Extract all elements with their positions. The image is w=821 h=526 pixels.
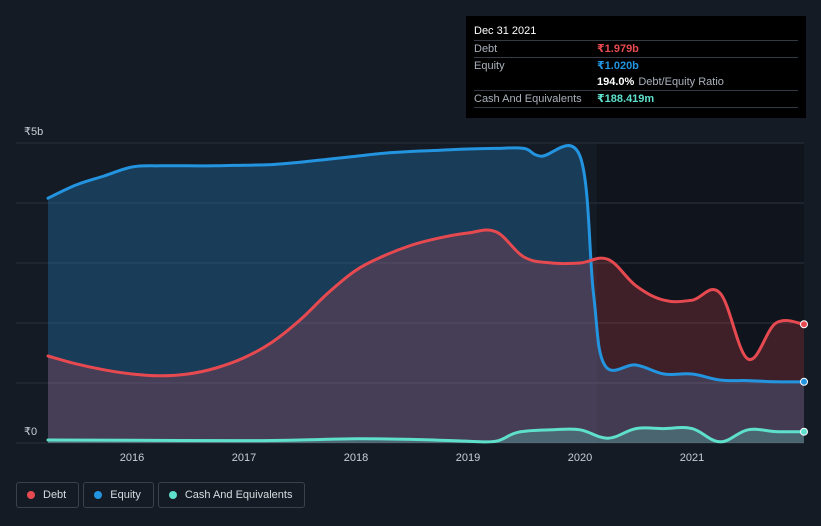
tooltip-label: Equity [474, 60, 505, 72]
x-tick-label: 2017 [232, 452, 256, 464]
tooltip-value: ₹1.020b [597, 60, 639, 72]
legend-dot-icon [168, 491, 177, 499]
series-area-cash-and-equivalents [48, 427, 804, 443]
tooltip-value: ₹1.979b [597, 43, 639, 55]
data-tooltip: Dec 31 2021 Debt ₹1.979b Equity ₹1.020b … [466, 16, 806, 118]
x-tick-label: 2019 [456, 452, 480, 464]
series-line-cash-and-equivalents [46, 426, 806, 444]
series-line-debt [46, 228, 806, 378]
tooltip-row-cash: Cash And Equivalents ₹188.419m [474, 91, 798, 108]
legend-label: Equity [110, 489, 141, 501]
tooltip-value: 194.0% [597, 76, 635, 88]
y-tick-label: ₹5b [24, 126, 44, 138]
tooltip-row-equity: Equity ₹1.020b [474, 58, 798, 74]
tooltip-label [474, 74, 597, 90]
y-tick-label: ₹0 [24, 426, 38, 438]
legend-dot-icon [94, 491, 103, 499]
x-tick-label: 2018 [344, 452, 368, 464]
x-tick-label: 2020 [568, 452, 592, 464]
x-tick-label: 2021 [680, 452, 704, 464]
series-endpoint-debt [800, 320, 808, 329]
chart-legend: Debt Equity Cash And Equivalents [16, 482, 306, 508]
x-tick-label: 2016 [120, 452, 144, 464]
tooltip-label: Cash And Equivalents [474, 93, 582, 105]
highlight-region [596, 143, 804, 443]
series-endpoint-equity [800, 377, 808, 386]
tooltip-row-ratio: 194.0% Debt/Equity Ratio [474, 74, 798, 91]
legend-item-cash[interactable]: Cash And Equivalents [157, 482, 306, 508]
tooltip-extra: Debt/Equity Ratio [638, 76, 724, 88]
tooltip-row-debt: Debt ₹1.979b [474, 41, 798, 58]
legend-dot-icon [27, 491, 35, 499]
series-area-equity [48, 145, 804, 443]
series-endpoint-cash-and-equivalents [800, 427, 808, 436]
legend-item-debt[interactable]: Debt [16, 482, 80, 508]
series-area-debt [48, 229, 804, 443]
legend-label: Debt [43, 489, 67, 501]
tooltip-label: Debt [474, 43, 498, 55]
legend-item-equity[interactable]: Equity [83, 482, 154, 508]
series-line-equity [46, 144, 806, 384]
tooltip-date: Dec 31 2021 [474, 22, 798, 41]
legend-label: Cash And Equivalents [184, 489, 293, 501]
tooltip-value: ₹188.419m [597, 93, 655, 105]
